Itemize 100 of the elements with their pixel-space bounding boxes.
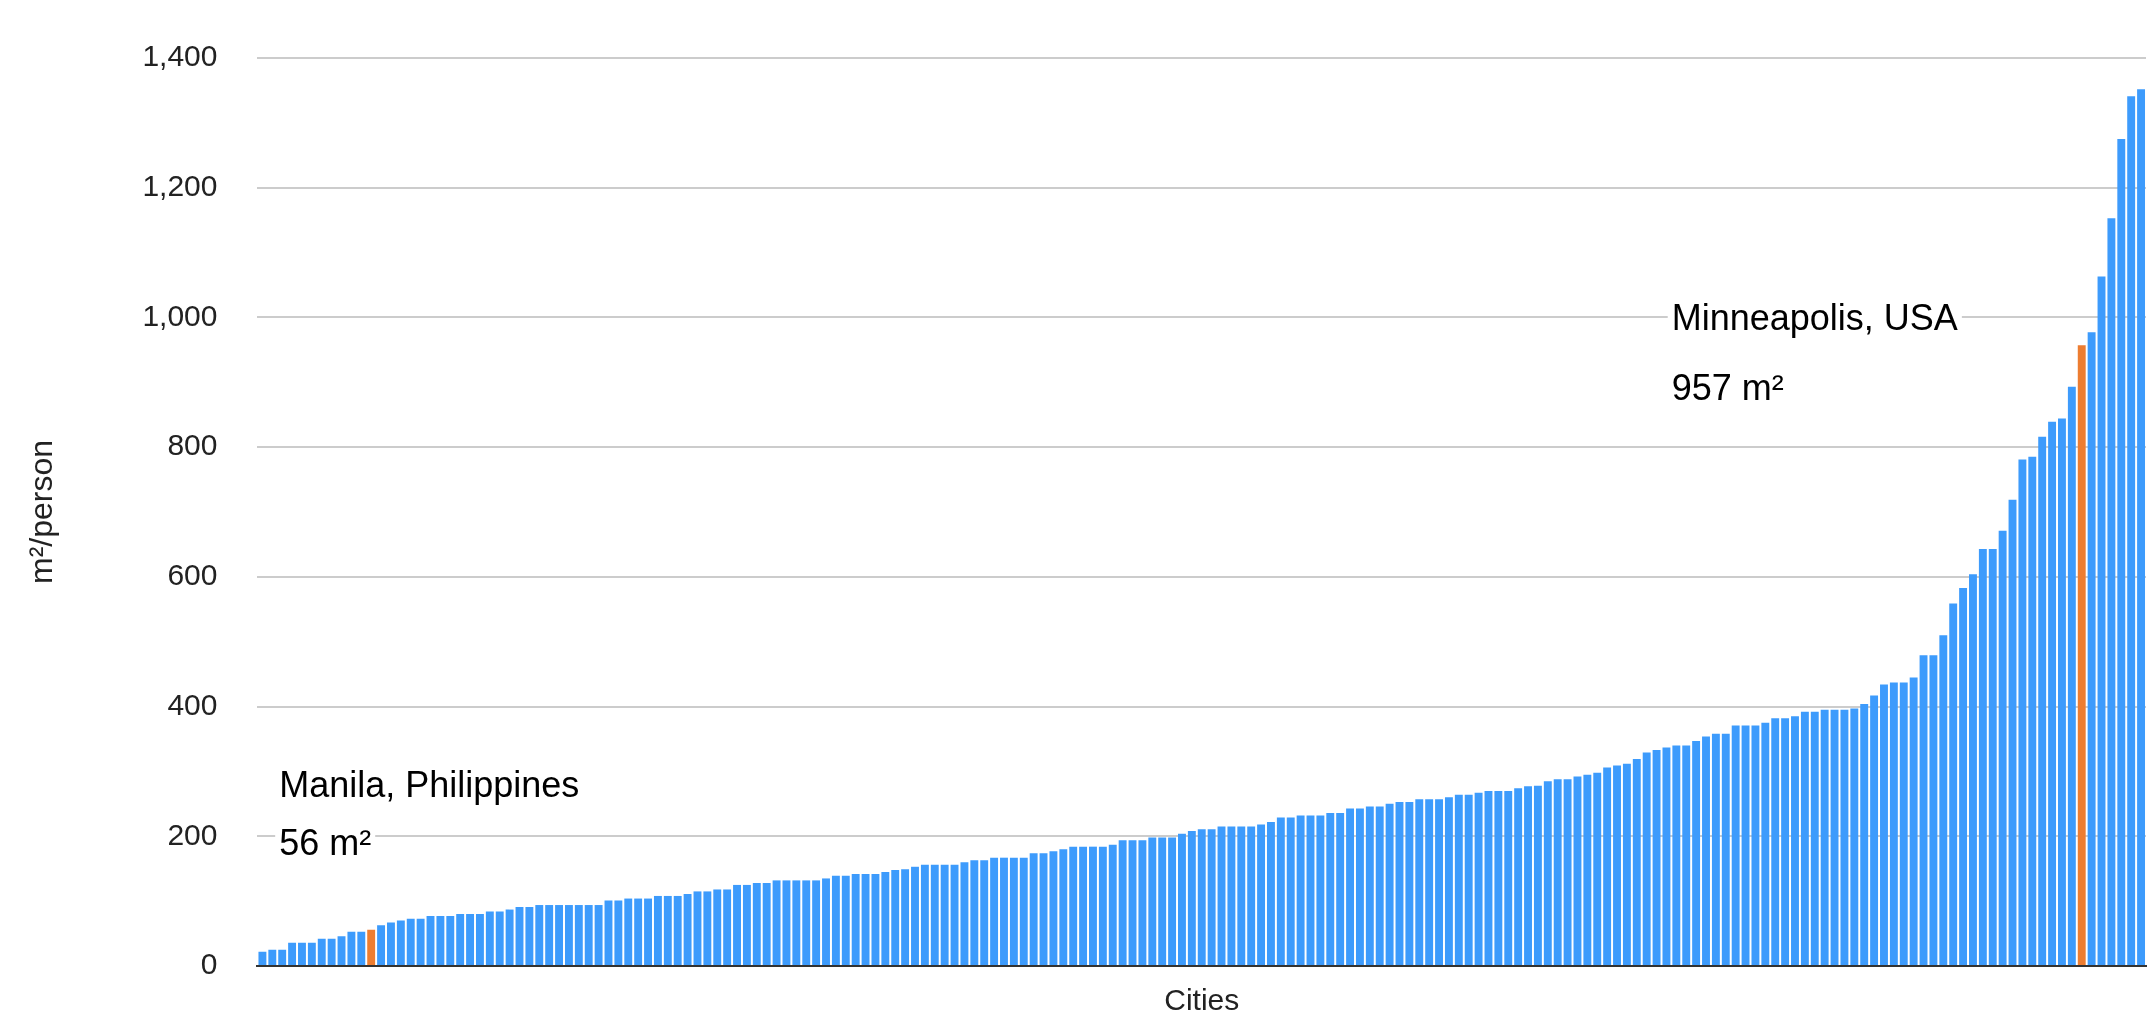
bar	[2137, 89, 2146, 965]
bar	[1959, 587, 1968, 965]
bar	[851, 873, 860, 965]
bar	[1355, 808, 1364, 965]
bar	[288, 942, 297, 965]
bar	[772, 880, 781, 965]
bar	[1969, 574, 1977, 965]
bar	[1237, 826, 1246, 965]
bar	[1375, 806, 1384, 965]
bar	[1800, 711, 1809, 965]
bar	[762, 882, 771, 965]
y-tick-label: 1,400	[142, 39, 218, 73]
bar	[911, 866, 919, 965]
x-axis-title: Cities	[1164, 983, 1240, 1017]
bar	[574, 905, 583, 965]
bar	[1998, 530, 2007, 965]
bar	[881, 871, 890, 965]
bar	[1899, 682, 1908, 965]
bar	[535, 905, 544, 965]
bar	[406, 918, 415, 965]
bar	[1464, 794, 1473, 965]
y-tick-label: 600	[167, 558, 218, 592]
bar	[1405, 801, 1414, 965]
bar	[307, 942, 316, 965]
bar	[1870, 695, 1879, 965]
bar	[841, 875, 850, 965]
bar	[1266, 822, 1275, 965]
y-tick-label: 400	[167, 687, 218, 721]
bar	[1168, 837, 1177, 965]
bar	[2058, 418, 2066, 965]
bar	[1889, 682, 1898, 965]
bar	[456, 914, 465, 965]
annotation: Minneapolis, USA	[1671, 297, 1958, 339]
bar	[1148, 837, 1157, 965]
bar	[1702, 736, 1710, 965]
bar	[1365, 806, 1374, 965]
bar	[584, 905, 593, 965]
bar	[1514, 788, 1523, 965]
bar	[564, 905, 573, 965]
bar	[1810, 711, 1819, 965]
bar	[485, 911, 494, 965]
bar	[673, 895, 682, 965]
y-tick-label: 0	[200, 947, 218, 981]
bar	[1326, 812, 1335, 965]
bar	[555, 905, 563, 965]
bar	[792, 880, 801, 965]
bar	[1415, 799, 1424, 965]
bar	[614, 900, 623, 965]
bar	[1860, 703, 1869, 965]
bar	[1593, 772, 1602, 965]
bar	[347, 931, 356, 965]
bar	[970, 860, 979, 965]
y-tick-label: 800	[167, 428, 218, 462]
bar	[653, 895, 662, 965]
bar	[545, 905, 554, 965]
bar	[1158, 837, 1167, 965]
bar	[1000, 857, 1008, 965]
bar	[1524, 786, 1532, 965]
bar	[1286, 817, 1295, 965]
bar	[327, 938, 336, 965]
bar	[1257, 824, 1266, 965]
bar	[703, 891, 712, 965]
bar	[831, 875, 840, 965]
bar	[1771, 718, 1780, 965]
bar	[1316, 815, 1325, 965]
y-tick-label: 200	[167, 817, 218, 851]
bar	[1692, 740, 1701, 965]
bar	[367, 929, 376, 965]
bar	[1939, 635, 1948, 965]
bar	[1296, 815, 1305, 965]
bar	[1227, 826, 1236, 965]
bar	[1543, 781, 1552, 965]
bar	[683, 894, 692, 965]
bar	[594, 905, 603, 965]
bar	[446, 916, 455, 965]
bar	[1098, 846, 1107, 965]
bar	[1672, 745, 1681, 965]
bar	[1622, 763, 1631, 965]
bar	[1118, 840, 1127, 965]
bar	[1791, 716, 1799, 965]
bar	[2038, 436, 2047, 965]
bar	[1721, 733, 1730, 965]
bar	[1207, 829, 1216, 965]
bar	[1583, 774, 1592, 965]
bar	[1029, 853, 1038, 965]
bar	[930, 864, 939, 965]
bar	[1454, 794, 1463, 965]
bar	[1988, 548, 1997, 965]
bar	[1632, 759, 1641, 965]
y-tick-label: 1,200	[142, 168, 218, 202]
bar	[1444, 797, 1453, 965]
bar	[802, 880, 811, 965]
bar	[733, 884, 741, 965]
bar	[377, 925, 386, 965]
bar	[298, 942, 306, 965]
annotation: 56 m²	[279, 821, 372, 863]
bar	[2077, 345, 2086, 965]
bar	[901, 869, 910, 965]
bar	[2067, 386, 2076, 965]
bar	[1108, 844, 1117, 965]
